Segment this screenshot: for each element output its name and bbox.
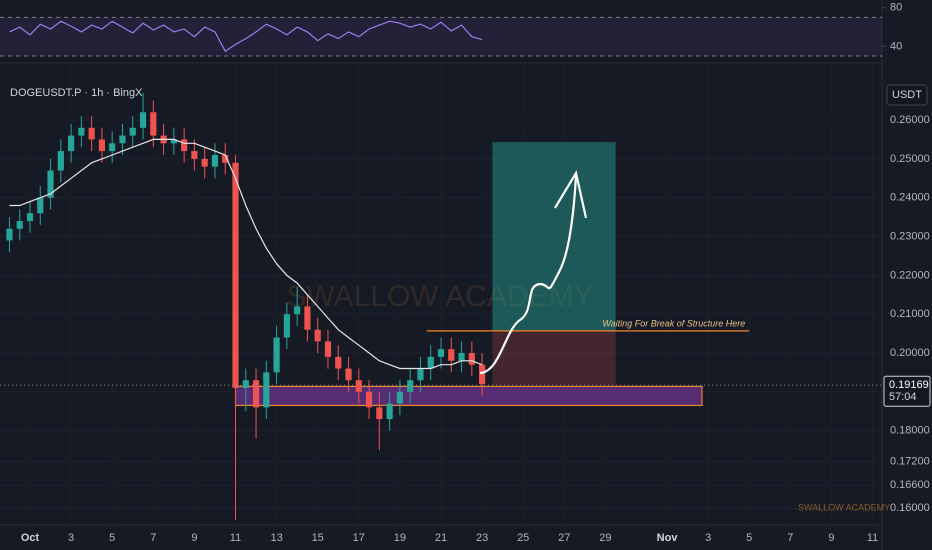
x-tick-label: 23 — [476, 532, 488, 544]
candle-body — [57, 151, 64, 171]
demand-zone — [234, 385, 703, 407]
x-tick-label: 5 — [109, 532, 115, 544]
candle-body — [407, 380, 414, 392]
x-tick-label: 7 — [150, 532, 156, 544]
x-tick-label: 11 — [230, 532, 241, 544]
candle-body — [37, 197, 44, 214]
structure-label: Waiting For Break of Structure Here — [602, 318, 745, 328]
candle-body — [129, 127, 136, 136]
candle-body — [355, 380, 362, 392]
candle-body — [365, 391, 373, 408]
x-tick-label: 11 — [867, 532, 878, 544]
y-tick-label: 0.17200 — [890, 456, 930, 468]
candle-body — [16, 220, 23, 229]
x-tick-label: 21 — [435, 532, 447, 544]
x-tick-label: 13 — [270, 532, 282, 544]
candle-body — [304, 306, 311, 330]
y-tick-label: 0.21000 — [890, 308, 930, 320]
candle-body — [98, 139, 106, 152]
candle-body — [386, 403, 393, 420]
y-tick-label: 0.24000 — [890, 192, 930, 204]
x-tick-label: 27 — [558, 532, 570, 544]
y-tick-label: 0.26000 — [890, 114, 930, 126]
candle-body — [222, 154, 229, 163]
y-tick-label: 0.16600 — [890, 479, 930, 491]
candle-body — [191, 151, 198, 159]
last-price-box — [883, 375, 931, 407]
candle-body — [314, 329, 321, 342]
unit-label: USDT — [892, 89, 922, 101]
candle-body — [458, 353, 465, 361]
candle-body — [78, 127, 85, 136]
x-tick-label: 17 — [353, 532, 365, 544]
candle-body — [139, 112, 147, 128]
countdown-label: 57:04 — [889, 391, 917, 403]
unit-box — [886, 84, 928, 106]
candle-body — [252, 380, 260, 408]
candle-body — [263, 372, 270, 408]
candle-body — [47, 170, 54, 198]
candle-body — [273, 337, 280, 373]
x-tick-label: Nov — [657, 532, 679, 544]
projection-arrow — [479, 175, 578, 375]
y-tick-label: 40 — [890, 40, 902, 52]
candle-body — [468, 353, 475, 365]
candle-body — [324, 341, 332, 357]
last-price-label: 0.19169 — [889, 379, 929, 391]
candle-body — [294, 306, 301, 315]
x-tick-label: 5 — [746, 532, 752, 544]
y-tick-label: 0.25000 — [890, 153, 930, 165]
stop-area — [492, 330, 616, 386]
x-tick-label: 3 — [68, 532, 74, 544]
y-tick-label: 0.20000 — [890, 347, 930, 359]
symbol-title: DOGEUSDT.P · 1h · BingX — [10, 87, 143, 99]
y-tick-label: 0.18000 — [890, 425, 930, 437]
rsi-line — [9, 20, 483, 53]
candle-body — [345, 368, 352, 381]
candle-body — [417, 368, 424, 381]
candle-body — [427, 356, 434, 369]
candle-body — [6, 228, 13, 241]
y-tick-label: 0.16000 — [890, 502, 930, 514]
candle-body — [232, 162, 239, 388]
moving-average — [9, 138, 483, 370]
watermark-small: SWALLOW ACADEMY — [798, 502, 890, 512]
candle-body — [242, 380, 249, 388]
x-tick-label: 29 — [599, 532, 611, 544]
y-tick-label: 0.23000 — [890, 230, 930, 242]
candle-body — [437, 349, 445, 357]
x-tick-label: 25 — [517, 532, 529, 544]
candle-body — [283, 314, 290, 338]
x-tick-label: 9 — [828, 532, 834, 544]
rsi-band — [0, 17, 882, 56]
candle-body — [119, 135, 126, 144]
candle-body — [109, 143, 116, 152]
candle-body — [479, 364, 486, 385]
candle-body — [88, 127, 95, 140]
arrow-head — [554, 170, 588, 219]
candle-body — [26, 213, 34, 221]
candle-body — [448, 349, 455, 361]
candle-body — [211, 154, 219, 167]
candle-body — [170, 139, 177, 144]
candle-body — [150, 112, 157, 136]
candle-body — [68, 135, 75, 152]
candle-body — [181, 139, 188, 152]
candle-body — [201, 158, 208, 167]
x-tick-label: Oct — [21, 532, 40, 544]
x-tick-label: 15 — [312, 532, 324, 544]
y-tick-label: 80 — [890, 2, 902, 14]
candle-body — [396, 391, 403, 404]
x-tick-label: 3 — [705, 532, 711, 544]
candle-body — [335, 356, 342, 369]
candle-body — [376, 407, 383, 420]
target-area — [492, 142, 616, 331]
x-tick-label: 19 — [394, 532, 406, 544]
x-tick-label: 7 — [787, 532, 793, 544]
y-tick-label: 0.22000 — [890, 269, 930, 281]
x-tick-label: 9 — [191, 532, 197, 544]
